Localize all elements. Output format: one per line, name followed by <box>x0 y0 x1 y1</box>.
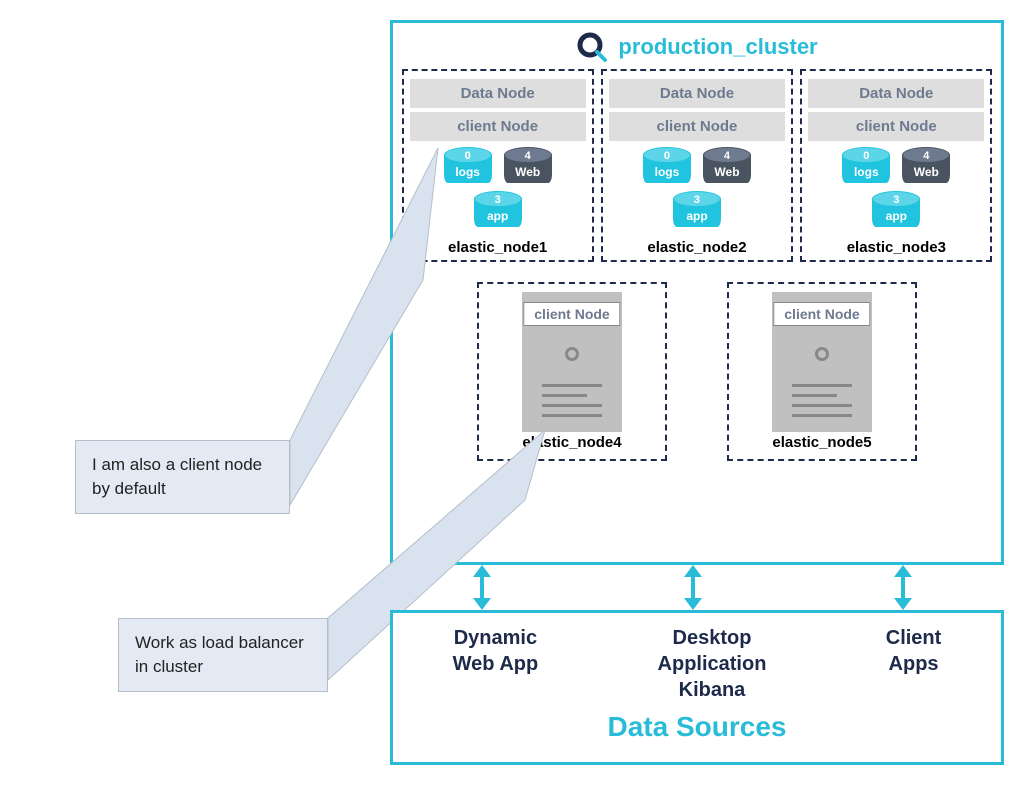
node-bar-data: Data Node <box>410 79 586 108</box>
shard-logs: 0 logs <box>842 147 890 189</box>
data-sources-row: DynamicWeb App DesktopApplicationKibana Cl… <box>393 625 1001 703</box>
data-nodes-row: Data Node client Node 0 logs 4 Web 3 app… <box>393 69 1001 262</box>
cluster-title: production_cluster <box>618 34 817 60</box>
bidirectional-arrow-icon <box>894 565 912 610</box>
diagram-root: production_cluster Data Node client Node… <box>0 0 1024 801</box>
elastic-logo-icon <box>576 31 608 63</box>
data-sources-title: Data Sources <box>393 711 1001 743</box>
node-bar-data: Data Node <box>609 79 785 108</box>
cluster-box: production_cluster Data Node client Node… <box>390 20 1004 565</box>
shard-logs: 0 logs <box>643 147 691 189</box>
data-source-item: DynamicWeb App <box>453 625 539 703</box>
node-name-label: elastic_node5 <box>737 434 907 451</box>
shard-app: 3 app <box>872 191 920 233</box>
node-bar-data: Data Node <box>808 79 984 108</box>
node-name-label: elastic_node3 <box>808 239 984 256</box>
shard-Web: 4 Web <box>504 147 552 189</box>
client-nodes-row: client Node elastic_node4 client Node el… <box>393 282 1001 461</box>
server-label: client Node <box>523 302 620 326</box>
shard-app: 3 app <box>673 191 721 233</box>
bidirectional-arrow-icon <box>684 565 702 610</box>
client-node-box: client Node elastic_node4 <box>477 282 667 461</box>
data-node-box: Data Node client Node 0 logs 4 Web 3 app… <box>800 69 992 262</box>
server-icon: client Node <box>772 292 872 432</box>
node-bar-client: client Node <box>410 112 586 141</box>
annotation-client-default-top: I am also a client node by default <box>75 440 290 514</box>
data-node-box: Data Node client Node 0 logs 4 Web 3 app… <box>601 69 793 262</box>
shard-Web: 4 Web <box>902 147 950 189</box>
annotation-load-balancer-top: Work as load balancer in cluster <box>118 618 328 692</box>
data-sources-box: DynamicWeb App DesktopApplicationKibana Cl… <box>390 610 1004 765</box>
node-name-label: elastic_node2 <box>609 239 785 256</box>
data-source-item: DesktopApplicationKibana <box>658 625 767 703</box>
bidirectional-arrow-icon <box>473 565 491 610</box>
node-bar-client: client Node <box>808 112 984 141</box>
shard-logs: 0 logs <box>444 147 492 189</box>
server-icon: client Node <box>522 292 622 432</box>
shard-app: 3 app <box>474 191 522 233</box>
server-label: client Node <box>773 302 870 326</box>
client-node-box: client Node elastic_node5 <box>727 282 917 461</box>
data-node-box: Data Node client Node 0 logs 4 Web 3 app… <box>402 69 594 262</box>
node-name-label: elastic_node1 <box>410 239 586 256</box>
node-name-label: elastic_node4 <box>487 434 657 451</box>
shard-Web: 4 Web <box>703 147 751 189</box>
cluster-header: production_cluster <box>393 23 1001 69</box>
data-source-item: ClientApps <box>886 625 942 703</box>
node-bar-client: client Node <box>609 112 785 141</box>
